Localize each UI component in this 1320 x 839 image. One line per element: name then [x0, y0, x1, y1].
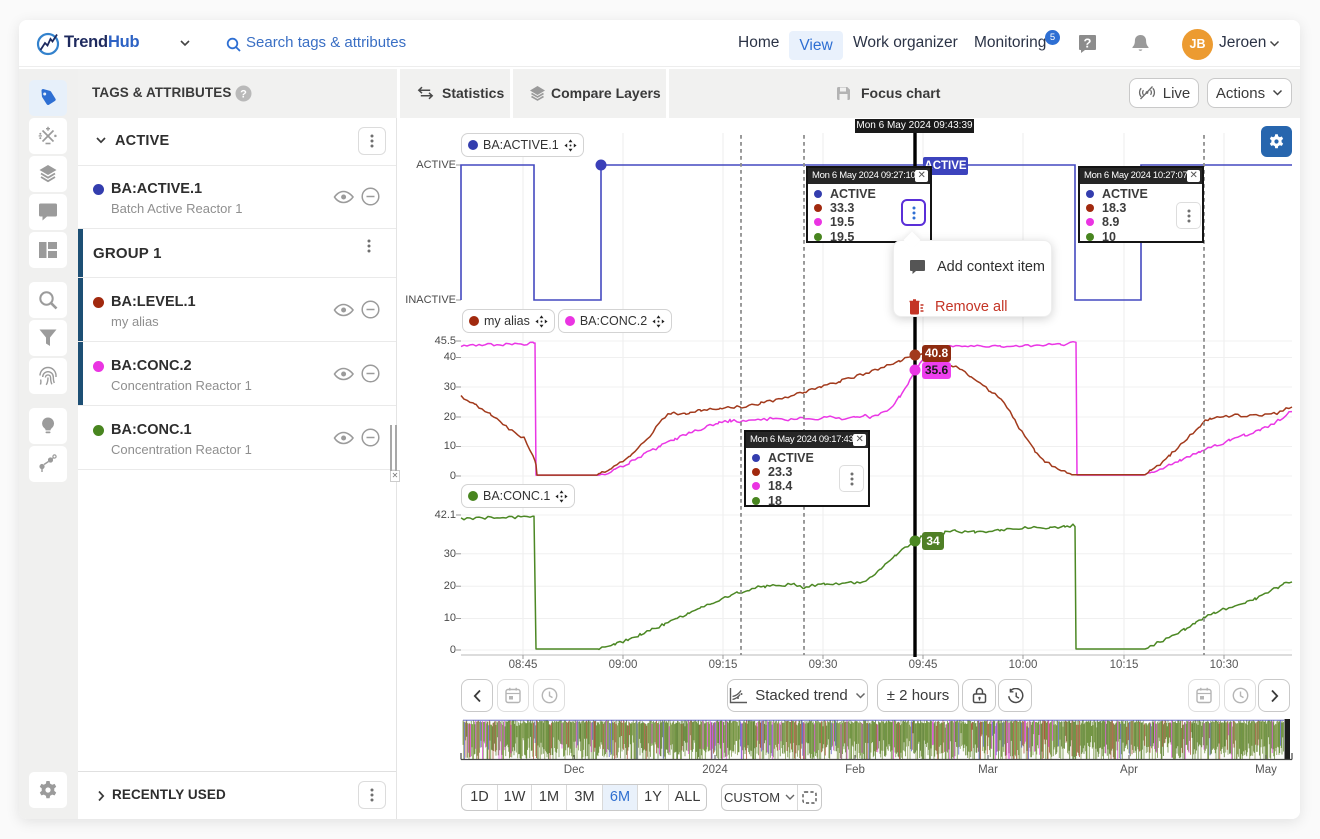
svg-text:?: ? — [1084, 36, 1092, 51]
svg-text:?: ? — [240, 89, 247, 101]
